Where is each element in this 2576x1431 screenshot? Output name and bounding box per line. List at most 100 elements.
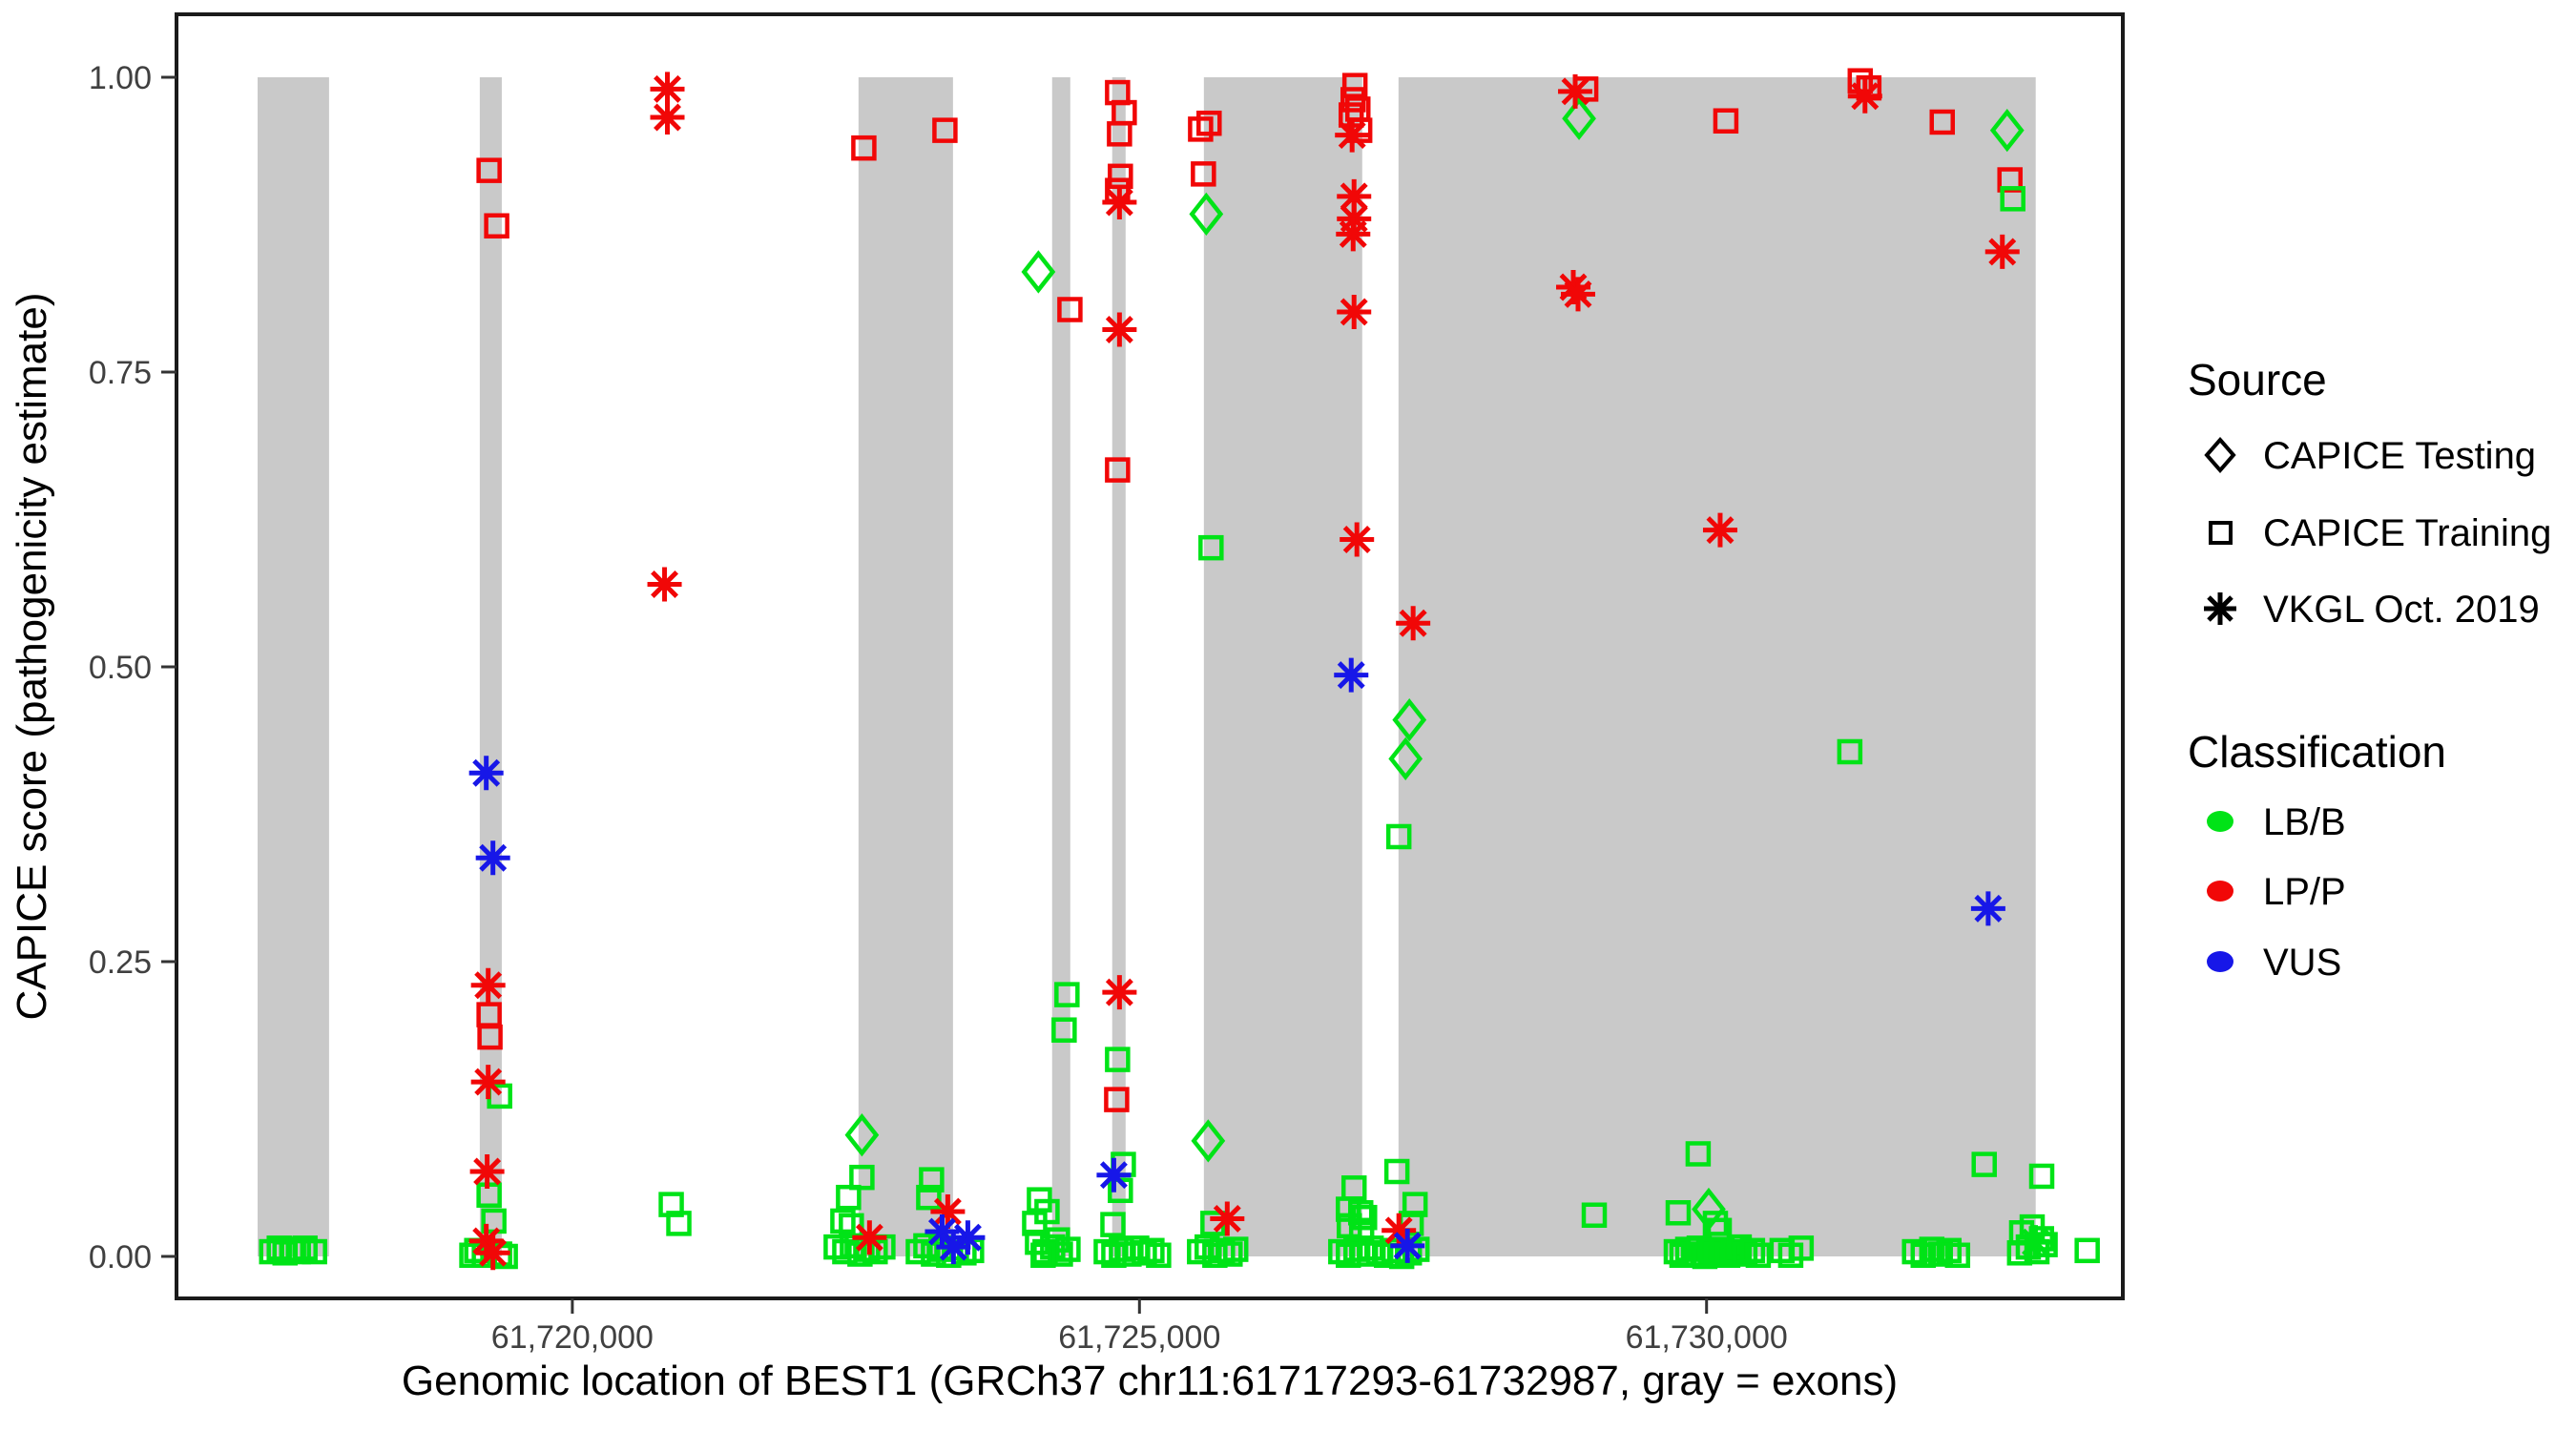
- training-square-marker: [1030, 1242, 1056, 1269]
- legend-source-title: Source: [2188, 355, 2327, 404]
- diamond-icon: [2204, 436, 2236, 474]
- training-square-marker: [1929, 109, 1955, 135]
- vkgl-asterisk-marker: [1102, 312, 1137, 347]
- vkgl-asterisk-marker: [475, 1235, 510, 1271]
- vkgl-asterisk-marker: [930, 1194, 966, 1230]
- training-square-marker: [1685, 1141, 1712, 1167]
- vkgl-asterisk-marker: [1102, 975, 1137, 1010]
- legend-classification: Classification LB/B LP/P VUS: [2188, 727, 2446, 984]
- legend-item-capice-training: CAPICE Training: [2263, 512, 2551, 554]
- training-square-marker: [301, 1238, 327, 1265]
- x-axis-ticks: 61,720,000 61,725,000 61,730,000: [491, 1298, 1788, 1356]
- training-square-marker: [1105, 457, 1131, 483]
- vkgl-asterisk-marker: [1396, 606, 1431, 641]
- x-tick-label: 61,730,000: [1626, 1319, 1788, 1356]
- lpp-dot-icon: [2207, 881, 2233, 902]
- y-axis-title: CAPICE score (pathogenicity estimate): [9, 293, 55, 1021]
- legend-item-vkgl: VKGL Oct. 2019: [2263, 589, 2540, 631]
- data-points: [259, 68, 2100, 1271]
- exon-band: [1203, 77, 1362, 1256]
- exon-band: [858, 77, 953, 1256]
- testing-diamond-marker: [1189, 192, 1224, 237]
- training-square-marker: [1191, 161, 1216, 187]
- training-square-marker: [1100, 1212, 1126, 1237]
- training-square-marker: [1944, 1242, 1971, 1269]
- training-square-marker: [919, 1167, 945, 1192]
- training-square-marker: [1104, 1087, 1130, 1112]
- vkgl-asterisk-marker: [647, 567, 682, 602]
- vkgl-asterisk-marker: [468, 1223, 504, 1258]
- testing-diamond-marker: [1989, 108, 2025, 153]
- exon-band: [1398, 77, 2036, 1256]
- training-square-marker: [484, 213, 509, 238]
- training-square-marker: [1739, 1237, 1766, 1264]
- legend-item-vus: VUS: [2263, 942, 2341, 984]
- vkgl-asterisk-marker: [470, 967, 506, 1003]
- training-square-marker: [1665, 1200, 1692, 1226]
- training-square-marker: [1139, 1237, 1165, 1264]
- vkgl-asterisk-marker: [475, 840, 510, 876]
- vkgl-asterisk-marker: [1334, 657, 1369, 693]
- vkgl-asterisk-marker: [1337, 178, 1372, 214]
- training-square-marker: [477, 1024, 503, 1050]
- training-square-marker: [1745, 1242, 1772, 1269]
- legend-item-lbb: LB/B: [2263, 801, 2346, 843]
- vus-dot-icon: [2207, 951, 2233, 972]
- legend-item-capice-testing: CAPICE Testing: [2263, 435, 2536, 477]
- y-tick-label: 0.00: [89, 1239, 152, 1275]
- legend-classification-title: Classification: [2188, 727, 2446, 777]
- y-tick-label: 0.50: [89, 650, 152, 686]
- exon-band: [479, 77, 502, 1256]
- vkgl-asterisk-marker: [924, 1214, 960, 1250]
- training-square-marker: [1105, 1047, 1131, 1072]
- training-square-marker: [2028, 1163, 2055, 1190]
- training-square-marker: [1132, 1240, 1157, 1266]
- legend-item-lpp: LP/P: [2263, 871, 2346, 913]
- vkgl-asterisk-marker: [2018, 1225, 2053, 1260]
- vkgl-asterisk-marker: [1096, 1157, 1132, 1192]
- vkgl-asterisk-marker: [470, 1065, 506, 1100]
- testing-diamond-marker: [1191, 1119, 1226, 1163]
- panel-border: [175, 12, 2125, 1300]
- training-square-marker: [1210, 1237, 1236, 1264]
- vkgl-asterisk-marker: [650, 72, 685, 107]
- vkgl-asterisk-marker: [1984, 234, 2020, 269]
- x-axis-title: Genomic location of BEST1 (GRCh37 chr11:…: [402, 1358, 1898, 1404]
- square-icon: [2209, 521, 2233, 545]
- training-square-marker: [1385, 823, 1412, 850]
- y-tick-label: 1.00: [89, 60, 152, 96]
- training-square-marker: [1217, 1241, 1243, 1267]
- training-square-marker: [1581, 1202, 1608, 1228]
- vkgl-asterisk-marker: [936, 1230, 971, 1265]
- testing-diamond-marker: [1692, 1187, 1726, 1232]
- training-square-marker: [1341, 73, 1368, 98]
- vkgl-asterisk-marker: [1337, 294, 1372, 329]
- y-tick-label: 0.25: [89, 944, 152, 981]
- training-square-marker: [1048, 1241, 1073, 1267]
- training-square-marker: [1352, 1204, 1378, 1231]
- y-tick-label: 0.75: [89, 355, 152, 391]
- training-square-marker: [285, 1238, 311, 1265]
- training-square-marker: [916, 1184, 942, 1211]
- training-square-marker: [1054, 982, 1080, 1007]
- vkgl-asterisk-marker: [852, 1220, 887, 1255]
- vkgl-asterisk-marker: [650, 100, 685, 135]
- vkgl-asterisk-marker: [1390, 1228, 1425, 1263]
- vkgl-asterisk-marker: [1210, 1201, 1245, 1236]
- training-square-marker: [1971, 1151, 1997, 1177]
- exon-band: [1111, 77, 1126, 1256]
- training-square-marker: [1713, 108, 1739, 134]
- x-tick-label: 61,720,000: [491, 1319, 654, 1356]
- vkgl-asterisk-marker: [950, 1220, 986, 1255]
- vkgl-asterisk-marker: [1970, 891, 2005, 926]
- testing-diamond-marker: [844, 1113, 880, 1157]
- training-square-marker: [1146, 1242, 1172, 1269]
- testing-diamond-marker: [1562, 96, 1596, 140]
- training-square-marker: [1198, 534, 1224, 561]
- exon-band: [1051, 77, 1070, 1256]
- training-square-marker: [1837, 738, 1863, 765]
- legend-source: Source CAPICE Testing CAPICE Training VK…: [2188, 355, 2551, 631]
- vkgl-asterisk-marker: [1340, 522, 1375, 557]
- training-square-marker: [849, 1164, 875, 1191]
- training-square-marker: [2074, 1237, 2100, 1264]
